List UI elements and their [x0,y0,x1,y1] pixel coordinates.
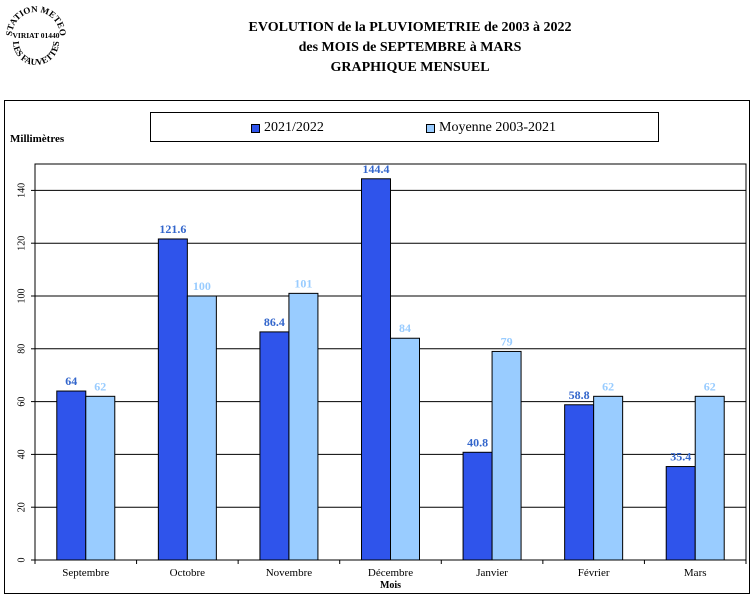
title-line-3: GRAPHIQUE MENSUEL [330,60,490,75]
bar-series2 [390,337,420,561]
data-label-series1: 121.6 [159,222,186,236]
y-tick-label: 60 [16,397,27,407]
y-tick-label: 20 [16,502,27,512]
y-axis-label: Millimètres [10,133,65,145]
y-tick-label: 40 [16,449,27,459]
logo-text-middle: VIRIAT 01440 [12,31,59,40]
y-tick-label: 80 [16,344,27,354]
data-label-series1: 40.8 [467,435,488,449]
data-label-series1: 58.8 [569,388,590,402]
data-label-series2: 84 [399,321,411,335]
bar-series1 [56,390,87,561]
legend-swatch-series1 [251,123,260,133]
x-tick-label: Janvier [476,567,508,579]
y-tick-label: 0 [16,558,27,563]
data-label-series2: 62 [602,379,614,393]
legend-item-series2: Moyenne 2003-2021 [426,120,556,136]
x-tick-label: Mars [684,567,707,579]
data-label-series1: 64 [65,374,77,388]
bar-series1 [462,451,493,561]
data-label-series2: 101 [294,276,312,290]
data-label-series1: 86.4 [264,315,285,329]
bar-series2 [593,395,624,561]
data-label-series2: 62 [704,379,716,393]
legend: 2021/2022 Moyenne 2003-2021 [150,112,659,142]
data-label-series1: 144.4 [363,162,390,176]
y-tick-label: 120 [16,236,27,251]
y-tick-label: 100 [16,289,27,304]
x-tick-label: Décembre [368,567,413,579]
data-label-series1: 35.4 [670,450,691,464]
data-label-series2: 79 [501,334,513,348]
chart-title: EVOLUTION de la PLUVIOMETRIE de 2003 à 2… [150,18,670,78]
bar-series2 [491,350,522,561]
station-logo: STATION METEO VIRIAT 01440 LES FAUVETTES [4,4,68,66]
bar-series1 [361,178,391,561]
legend-swatch-series2 [426,123,435,133]
bar-series1 [259,331,290,561]
x-tick-label: Février [578,567,610,579]
x-axis-label: Mois [380,580,401,591]
bar-series2 [288,292,319,561]
bar-series2 [694,395,725,561]
y-tick-label: 140 [16,183,27,198]
legend-item-series1: 2021/2022 [251,120,324,136]
x-tick-label: Octobre [170,567,206,579]
bar-series1 [665,466,696,561]
x-tick-label: Novembre [266,567,313,579]
title-line-2: des MOIS de SEPTEMBRE à MARS [298,40,522,55]
bar-series2 [186,295,217,561]
bar-series1 [564,404,595,561]
x-tick-label: Septembre [62,567,109,579]
data-label-series2: 62 [94,379,106,393]
legend-label-series2: Moyenne 2003-2021 [439,120,557,135]
bar-series1 [157,238,188,561]
chart-frame [4,100,750,594]
legend-label-series1: 2021/2022 [264,120,324,135]
title-line-1: EVOLUTION de la PLUVIOMETRIE de 2003 à 2… [248,20,572,35]
data-label-series2: 100 [193,279,211,293]
bar-series2 [85,395,116,561]
